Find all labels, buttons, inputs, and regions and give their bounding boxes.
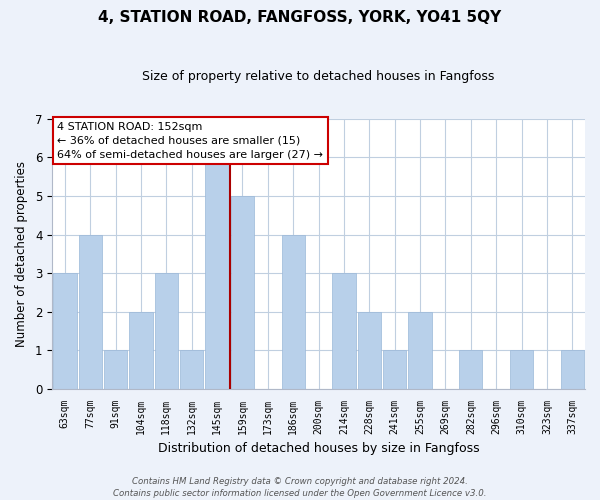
Bar: [53, 273, 77, 388]
Bar: [205, 158, 229, 388]
Bar: [510, 350, 533, 389]
Bar: [79, 234, 102, 388]
Text: Contains HM Land Registry data © Crown copyright and database right 2024.
Contai: Contains HM Land Registry data © Crown c…: [113, 476, 487, 498]
Y-axis label: Number of detached properties: Number of detached properties: [15, 161, 28, 347]
Text: 4, STATION ROAD, FANGFOSS, YORK, YO41 5QY: 4, STATION ROAD, FANGFOSS, YORK, YO41 5Q…: [98, 10, 502, 25]
Bar: [180, 350, 203, 389]
Title: Size of property relative to detached houses in Fangfoss: Size of property relative to detached ho…: [142, 70, 495, 83]
Bar: [332, 273, 356, 388]
Text: 4 STATION ROAD: 152sqm
← 36% of detached houses are smaller (15)
64% of semi-det: 4 STATION ROAD: 152sqm ← 36% of detached…: [58, 122, 323, 160]
Bar: [409, 312, 432, 388]
Bar: [281, 234, 305, 388]
Bar: [104, 350, 127, 389]
Bar: [459, 350, 482, 389]
Bar: [231, 196, 254, 388]
Bar: [130, 312, 152, 388]
Bar: [560, 350, 584, 389]
Bar: [383, 350, 406, 389]
Bar: [155, 273, 178, 388]
Bar: [358, 312, 381, 388]
X-axis label: Distribution of detached houses by size in Fangfoss: Distribution of detached houses by size …: [158, 442, 479, 455]
